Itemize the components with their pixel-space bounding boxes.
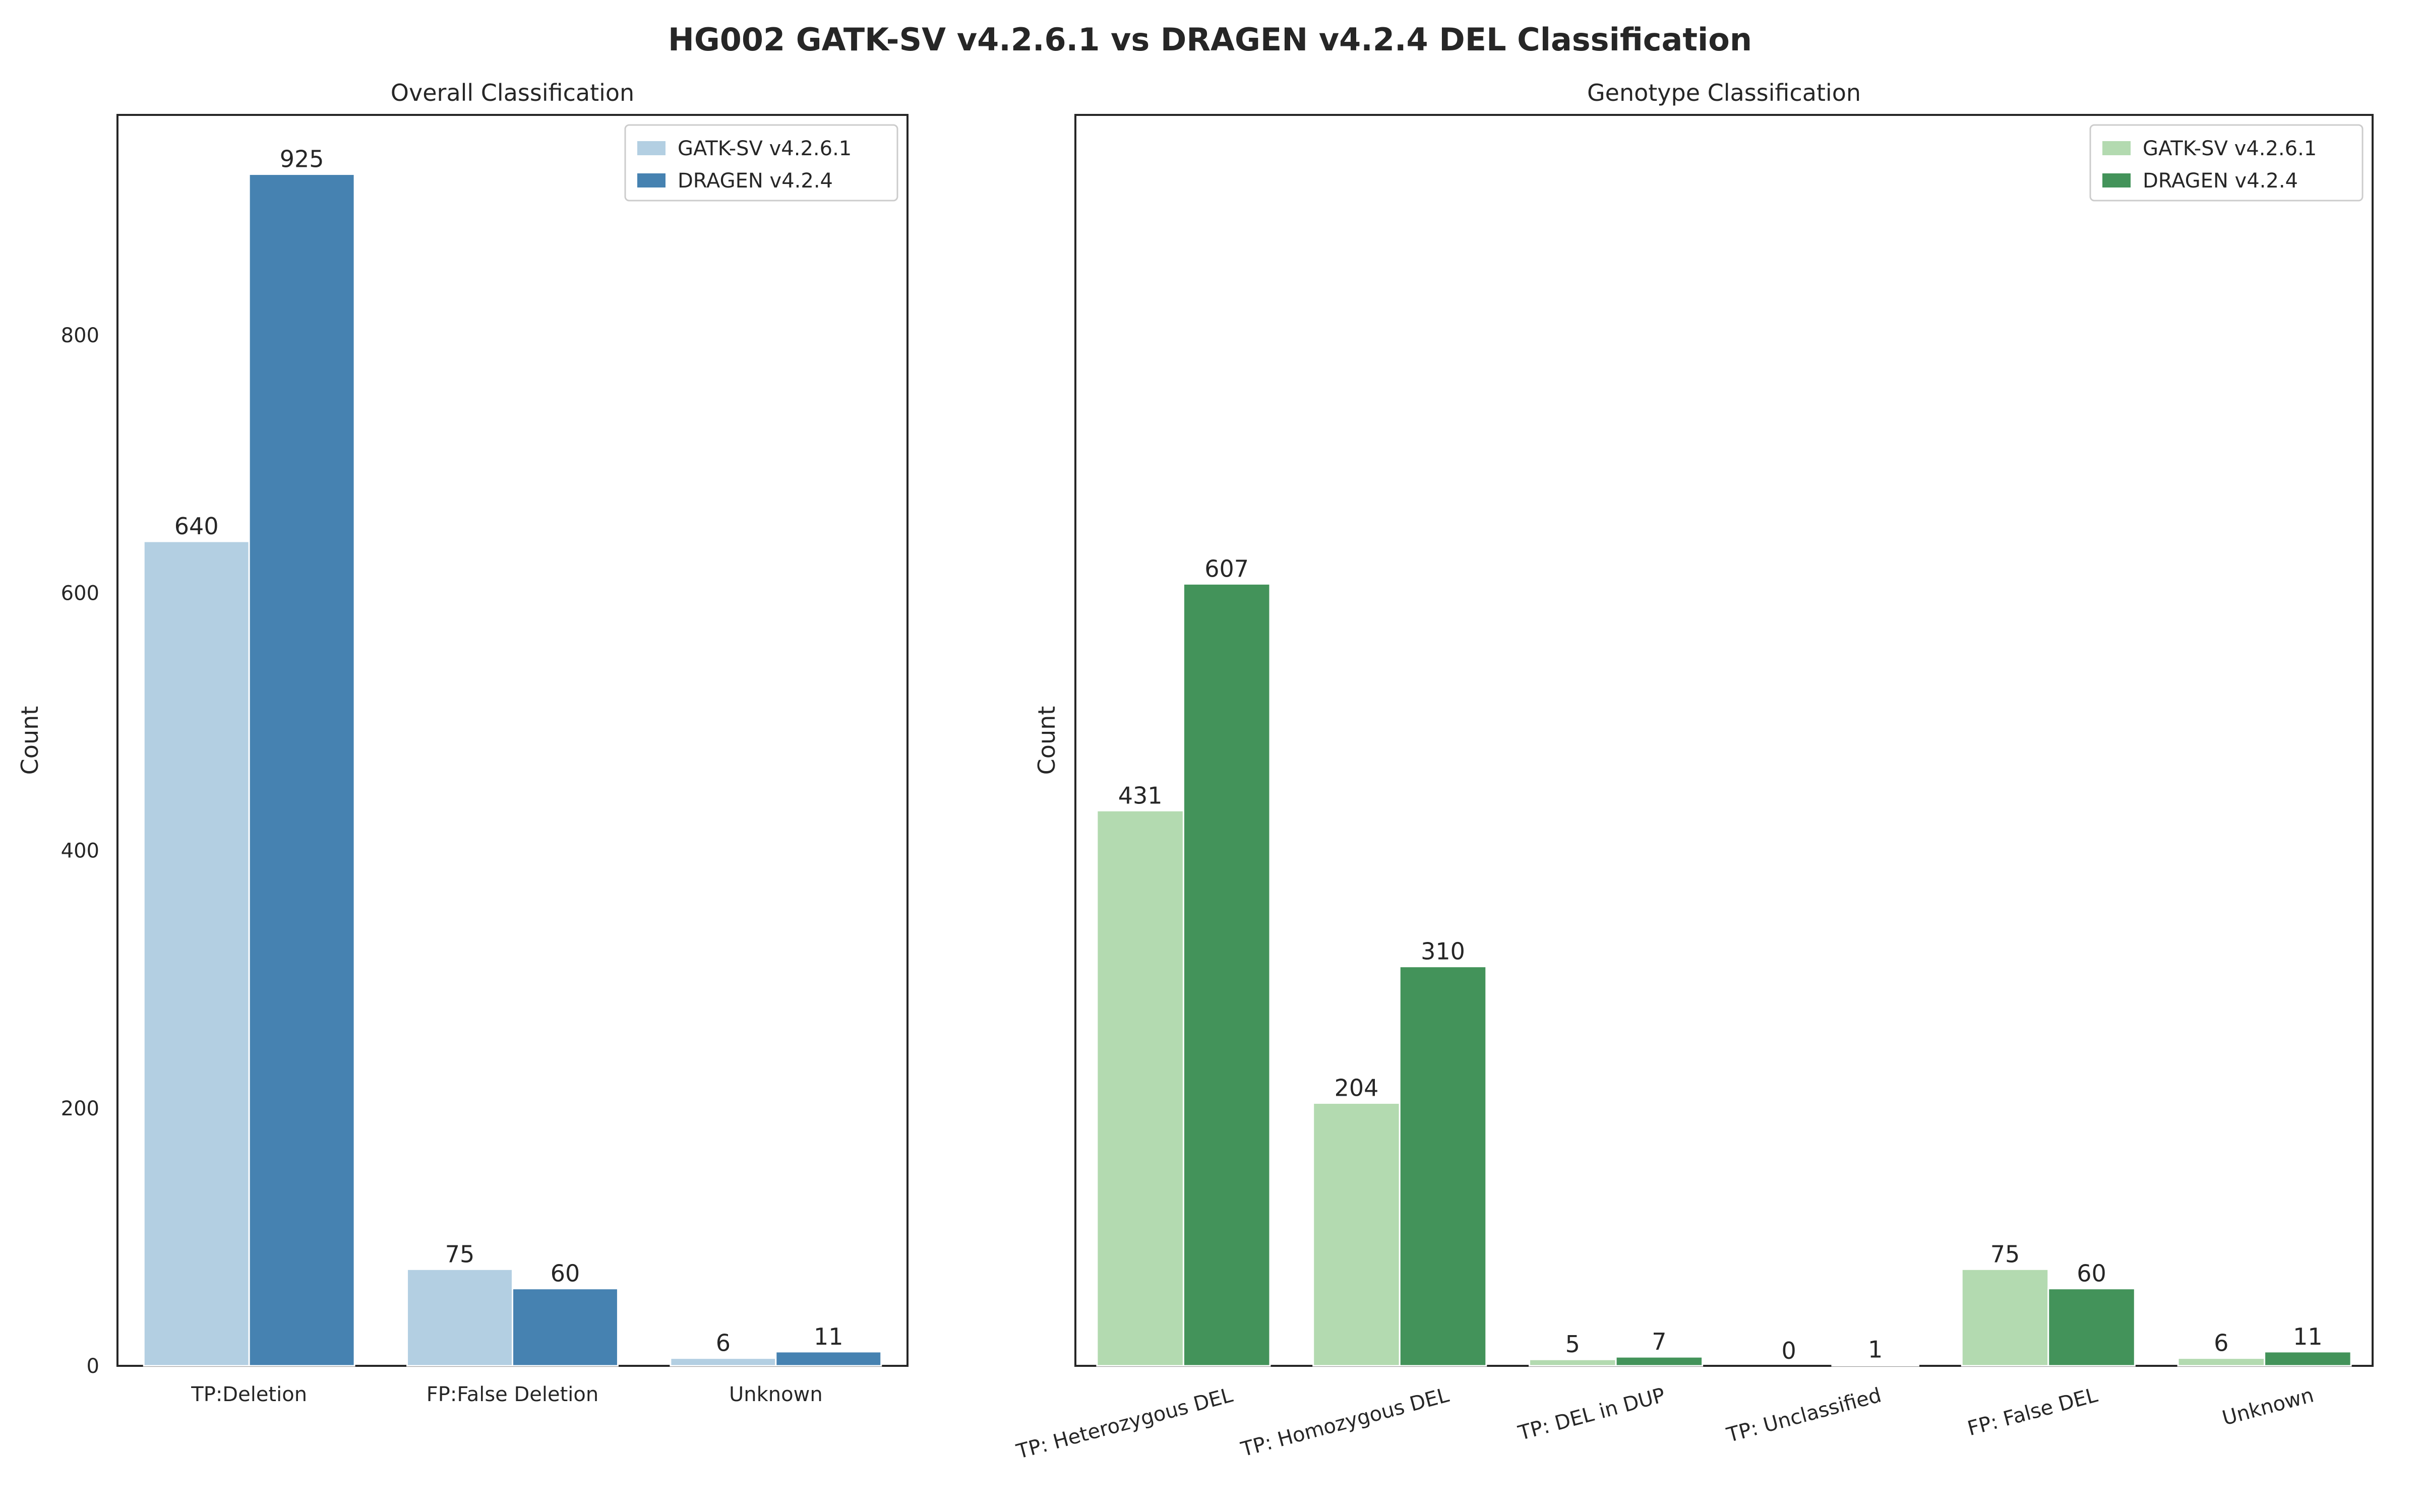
data-label: 607 <box>1204 555 1249 582</box>
bar-dragen-v4-2-4-tp-del-in-dup <box>1615 1356 1704 1367</box>
y-tick-label: 400 <box>61 840 99 863</box>
data-label: 0 <box>1782 1337 1796 1364</box>
legend-label: DRAGEN v4.2.4 <box>2143 169 2298 193</box>
data-label: 640 <box>174 513 219 540</box>
x-tick-label: TP: DEL in DUP <box>1516 1383 1668 1445</box>
x-tick-label: TP: Unclassified <box>1724 1383 1884 1447</box>
data-label: 6 <box>2214 1330 2228 1357</box>
data-label: 5 <box>1565 1331 1580 1358</box>
data-label: 1 <box>1868 1336 1883 1363</box>
bar-dragen-v4-2-4-fp-false-deletion <box>512 1288 619 1367</box>
data-label: 6 <box>716 1330 731 1357</box>
bar-dragen-v4-2-4-tp-deletion <box>248 173 355 1367</box>
bar-dragen-v4-2-4-tp-homozygous-del <box>1399 966 1487 1367</box>
y-tick-label: 600 <box>61 582 99 605</box>
figure-title: HG002 GATK-SV v4.2.6.1 vs DRAGEN v4.2.4 … <box>668 21 1752 58</box>
y-axis-label: Count <box>1033 706 1060 775</box>
data-label: 7 <box>1652 1328 1666 1355</box>
bar-gatk-sv-v4-2-6-1-fp-false-deletion <box>406 1268 513 1367</box>
data-label: 60 <box>2077 1260 2106 1287</box>
data-label: 431 <box>1118 782 1163 809</box>
data-label: 204 <box>1335 1075 1379 1102</box>
legend-swatch <box>2102 141 2131 155</box>
legend-box <box>624 124 898 202</box>
bar-dragen-v4-2-4-unknown <box>2264 1351 2352 1367</box>
x-tick-label: FP:False Deletion <box>427 1383 598 1406</box>
x-tick-label: TP:Deletion <box>191 1383 307 1406</box>
data-label: 11 <box>2293 1323 2323 1350</box>
legend: GATK-SV v4.2.6.1 DRAGEN v4.2.4 <box>2089 124 2364 202</box>
bar-gatk-sv-v4-2-6-1-tp-homozygous-del <box>1312 1102 1401 1367</box>
y-tick-label: 0 <box>87 1355 99 1378</box>
legend-box <box>2089 124 2364 202</box>
bar-gatk-sv-v4-2-6-1-unknown <box>2177 1357 2266 1367</box>
legend-swatch <box>2102 173 2131 187</box>
bar-gatk-sv-v4-2-6-1-tp-del-in-dup <box>1529 1358 1617 1367</box>
bar-dragen-v4-2-4-unknown <box>775 1351 882 1367</box>
x-tick-label: TP: Heterozygous DEL <box>1014 1383 1236 1464</box>
x-tick-label: TP: Homozygous DEL <box>1238 1383 1452 1462</box>
x-tick-label: FP: False DEL <box>1965 1383 2100 1440</box>
plot-frame <box>1074 114 2374 1367</box>
overall-classification-panel: Overall Classification Count 0 200 400 600 800… <box>16 79 909 1406</box>
y-axis-label: Count <box>16 706 43 775</box>
panel-title: Genotype Classification <box>1587 79 1861 106</box>
legend-label: DRAGEN v4.2.4 <box>678 169 833 193</box>
bar-dragen-v4-2-4-tp-unclassified <box>1831 1363 1919 1367</box>
data-label: 11 <box>814 1323 843 1350</box>
legend: GATK-SV v4.2.6.1 DRAGEN v4.2.4 <box>624 124 898 202</box>
bar-dragen-v4-2-4-fp-false-del <box>2047 1288 2136 1367</box>
bar-dragen-v4-2-4-tp-heterozygous-del <box>1182 583 1271 1367</box>
data-label: 310 <box>1421 938 1465 965</box>
y-tick-label: 800 <box>61 324 99 347</box>
x-tick-label: Unknown <box>729 1383 823 1406</box>
legend-label: GATK-SV v4.2.6.1 <box>2143 137 2317 160</box>
x-tick-label: Unknown <box>2220 1383 2316 1430</box>
genotype-classification-panel: Genotype Classification Count 431 204 5 0 75 6 6… <box>1014 79 2374 1464</box>
bar-gatk-sv-v4-2-6-1-tp-deletion <box>143 540 250 1367</box>
data-label: 75 <box>445 1240 475 1268</box>
bar-gatk-sv-v4-2-6-1-fp-false-del <box>1961 1268 2049 1367</box>
data-label: 925 <box>280 146 324 173</box>
data-label: 60 <box>551 1260 580 1287</box>
legend-label: GATK-SV v4.2.6.1 <box>678 137 852 160</box>
data-label: 75 <box>1990 1240 2020 1268</box>
legend-swatch <box>637 173 666 187</box>
legend-swatch <box>637 141 666 155</box>
panel-title: Overall Classification <box>391 79 634 106</box>
bar-gatk-sv-v4-2-6-1-tp-heterozygous-del <box>1096 809 1184 1367</box>
bar-gatk-sv-v4-2-6-1-unknown <box>670 1357 777 1367</box>
y-tick-label: 200 <box>61 1097 99 1120</box>
